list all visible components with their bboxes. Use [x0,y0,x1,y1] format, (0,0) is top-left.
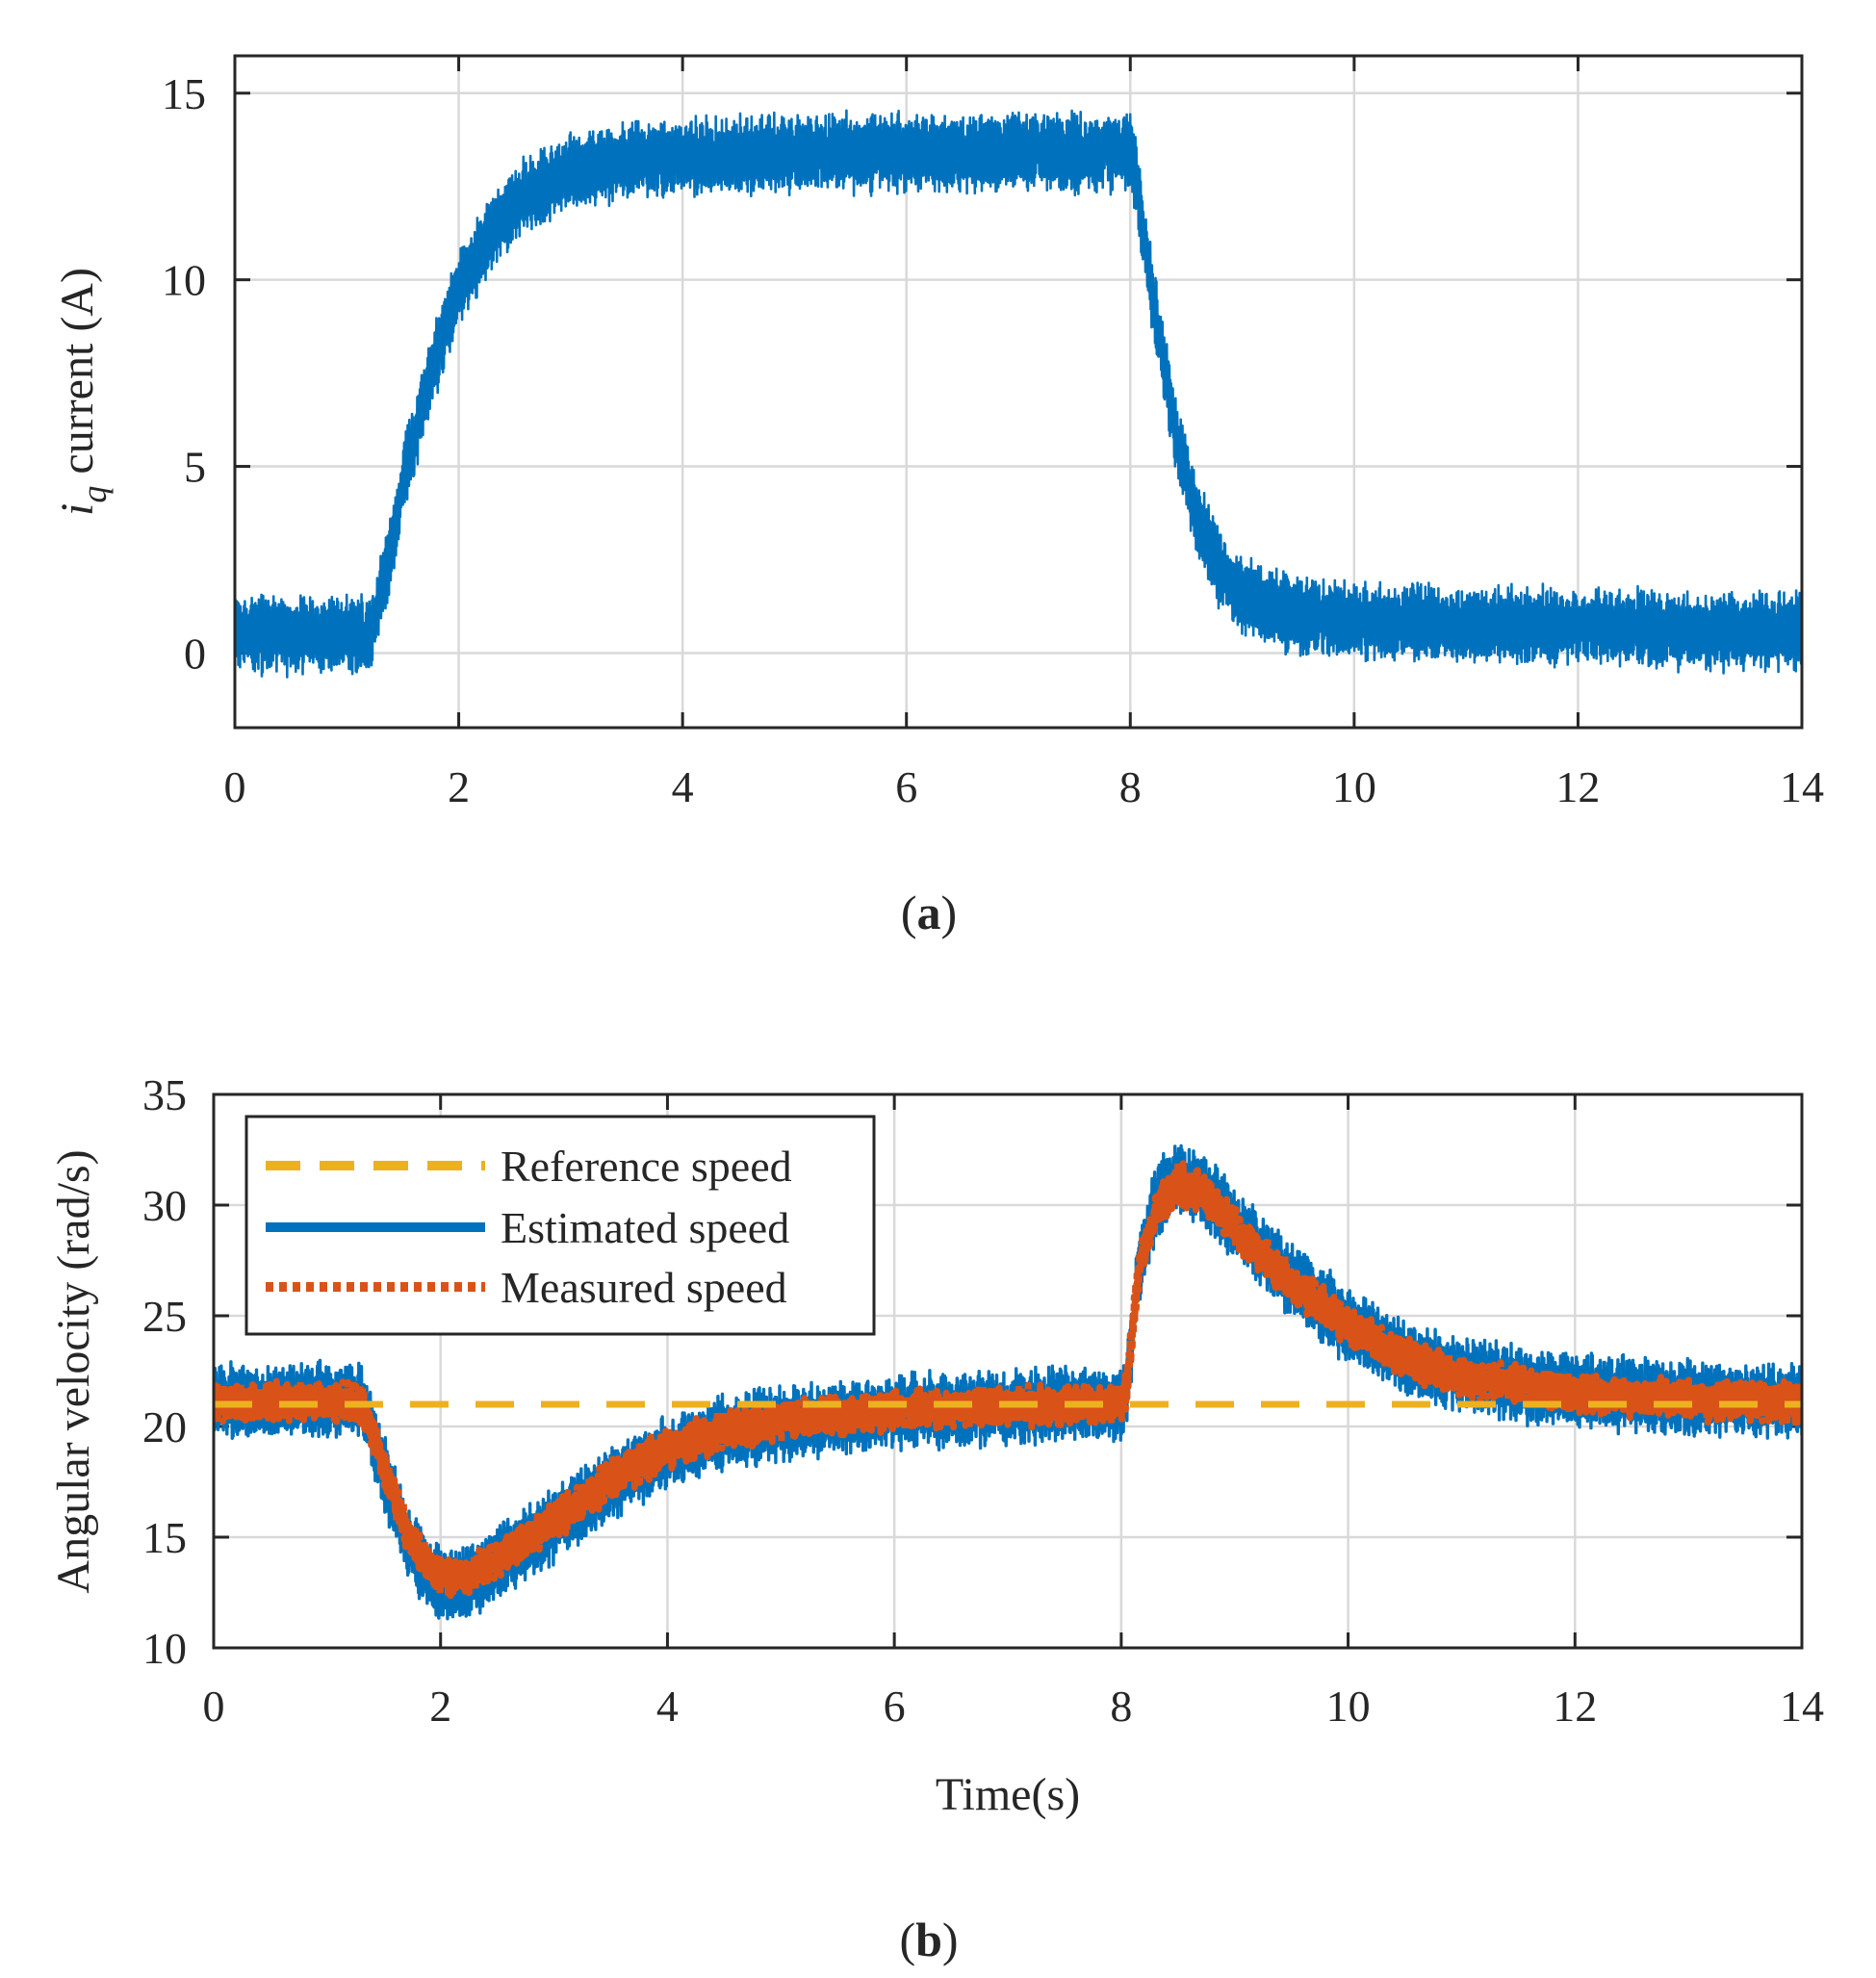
panel-b-legend: Reference speed Estimated speed Measured… [244,1115,876,1336]
panel-a-caption: (a) [901,886,957,939]
panel-a-x-tick-label: 6 [895,762,917,811]
panel-a-x-tick-label: 2 [448,762,470,811]
panel-a-current-chart: 0 2 4 6 8 10 12 14 0 5 10 15 iq current (A) (a) [52,54,1824,939]
panel-b-y-tick-label: 20 [142,1402,187,1451]
panel-b-series-measured-speed [214,1160,1802,1600]
panel-a-y-tick-label: 10 [162,256,206,305]
panel-a-series [235,109,1802,679]
panel-b-x-tick-label: 14 [1780,1682,1824,1731]
legend-label-measured: Measured speed [501,1263,787,1312]
panel-a-x-tick-label: 4 [672,762,694,811]
panel-a-y-axis-label: iq current (A) [52,268,114,516]
panel-b-axes-frame [212,1092,1804,1650]
panel-b-x-tick-label: 8 [1110,1682,1132,1731]
panel-a-x-tick-label: 0 [224,762,246,811]
panel-b-x-tick-label: 12 [1553,1682,1597,1731]
panel-b-y-tick-label: 35 [142,1070,187,1119]
panel-a-x-tick-label: 14 [1780,762,1824,811]
panel-b-series-estimated-speed [214,1143,1802,1621]
panel-b-x-tick-label: 2 [429,1682,451,1731]
panel-b-series [214,1143,1802,1621]
panel-b-caption: (b) [899,1913,958,1966]
panel-b-x-tick-label: 4 [656,1682,679,1731]
legend-label-reference: Reference speed [501,1142,792,1191]
panel-a-y-tick-label: 0 [184,629,206,678]
panel-b-y-tick-label: 15 [142,1513,187,1562]
panel-b-y-tick-label: 25 [142,1292,187,1341]
panel-b-speed-chart: 0 2 4 6 8 10 12 14 10 15 20 25 30 35 Reference speed … [48,1070,1824,1966]
panel-a-x-tick-label: 10 [1332,762,1376,811]
panel-a-y-tick-label: 15 [162,69,206,118]
panel-b-x-tick-label: 6 [884,1682,906,1731]
panel-a-x-tick-label: 8 [1119,762,1142,811]
ylabel-symbol: i [52,503,103,516]
panel-b-y-tick-label: 30 [142,1181,187,1230]
panel-b-x-tick-label: 0 [203,1682,225,1731]
panel-a-ticks: 0 2 4 6 8 10 12 14 0 5 10 15 [162,56,1824,811]
ylabel-subscript: q [75,486,114,503]
legend-label-estimated: Estimated speed [501,1203,789,1252]
ylabel-text: current (A) [52,268,103,486]
panel-a-x-tick-label: 12 [1555,762,1600,811]
panel-b-x-axis-label: Time(s) [936,1769,1080,1820]
panel-b-x-tick-label: 10 [1326,1682,1371,1731]
panel-a-axes-frame [233,54,1804,730]
panel-a-y-tick-label: 5 [184,443,206,492]
panel-b-y-axis-label: Angular velocity (rad/s) [48,1149,99,1593]
panel-a-series-iq-current [235,109,1802,679]
panel-b-y-tick-label: 10 [142,1624,187,1673]
